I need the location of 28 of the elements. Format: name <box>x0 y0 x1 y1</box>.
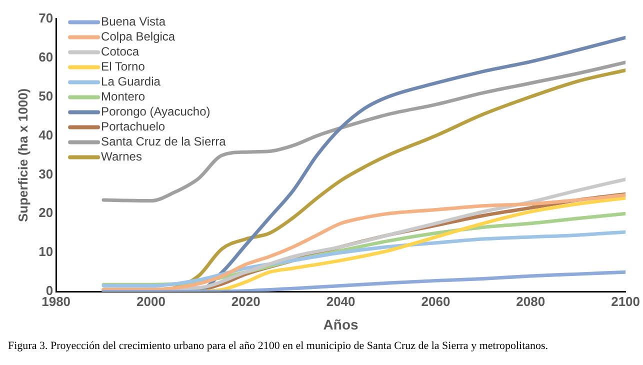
legend-label: Porongo (Ayacucho) <box>101 104 210 119</box>
legend-label: El Torno <box>101 60 146 74</box>
legend-label: Colpa Belgica <box>101 30 176 44</box>
x-axis-title: Años <box>323 316 359 332</box>
x-tick-label: 2000 <box>136 294 166 309</box>
x-tick-label: 2020 <box>231 294 260 309</box>
text: Figura 3. Proyección del crecimiento urbano para el año 2100 en el municipio de Santa Cruz de la Sierra y metropolitanos. <box>8 340 550 352</box>
legend-label: Warnes <box>101 150 142 164</box>
x-tick-label: 2040 <box>326 294 356 309</box>
legend-label: Portachuelo <box>101 120 166 134</box>
y-tick-label: 70 <box>38 10 54 26</box>
legend-label: Buena Vista <box>101 14 166 29</box>
y-tick-label: 60 <box>38 49 54 64</box>
line-series <box>102 60 626 203</box>
y-tick-label: 10 <box>38 244 54 260</box>
y-tick-label: 40 <box>38 127 54 142</box>
y-tick-label: 30 <box>38 166 54 182</box>
line-series <box>102 270 626 292</box>
y-axis-title: Superficie (ha x 1000) <box>15 88 30 222</box>
legend-label: La Guardia <box>101 74 161 89</box>
x-tick-label: 2100 <box>611 294 640 309</box>
legend-label: Santa Cruz de la Sierra <box>101 134 226 149</box>
x-tick-label: 2080 <box>516 294 546 309</box>
y-tick-label: 50 <box>38 88 54 104</box>
x-tick-label: 2060 <box>421 294 450 309</box>
legend-label: Cotoca <box>101 44 140 59</box>
legend-label: Montero <box>101 90 146 104</box>
y-tick-label: 20 <box>38 205 54 220</box>
